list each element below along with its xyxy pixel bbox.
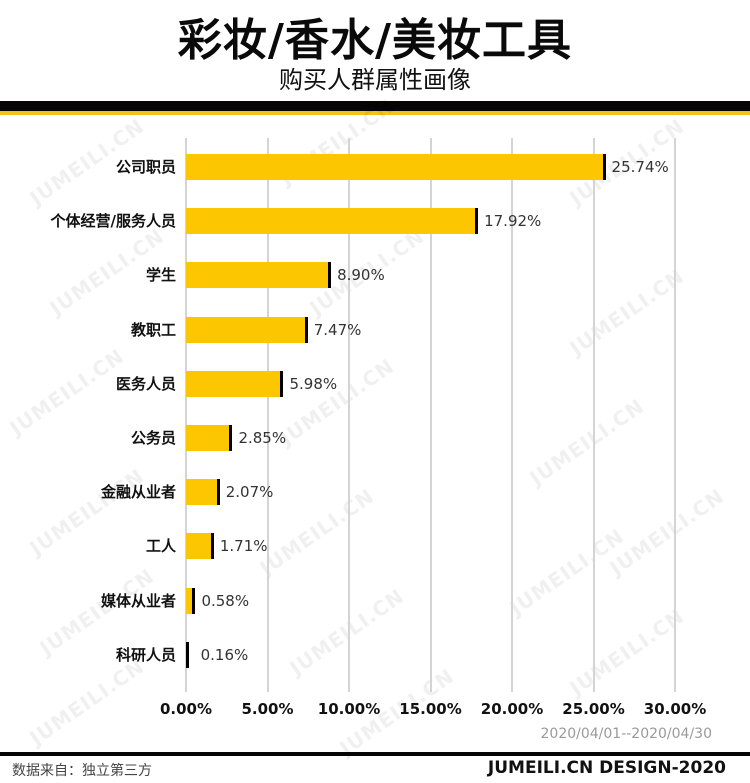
value-label: 17.92% xyxy=(484,212,542,231)
category-label: 学生 xyxy=(145,266,176,285)
bar-row: 媒体从业者 0.58% xyxy=(0,587,750,614)
bar xyxy=(186,425,233,451)
gridline xyxy=(266,138,269,692)
bar xyxy=(186,370,284,397)
value-label: 0.16% xyxy=(200,645,249,664)
value-label: 5.98% xyxy=(289,374,338,393)
category-label: 媒体从业者 xyxy=(100,591,176,610)
bar xyxy=(186,316,308,343)
header-divider-yellow xyxy=(0,111,750,115)
bar-row: 科研人员 0.16% xyxy=(0,641,750,668)
gridline xyxy=(511,138,513,692)
value-label: 8.90% xyxy=(337,266,385,285)
bar-row: 公务员 2.85% xyxy=(0,425,750,451)
value-label: 2.07% xyxy=(225,483,274,502)
value-label: 25.74% xyxy=(611,158,669,176)
x-tick-label: 30.00% xyxy=(643,700,707,718)
x-tick-label: 0.00% xyxy=(159,700,213,718)
bar xyxy=(186,641,189,668)
footer-divider xyxy=(0,752,750,756)
category-label: 公司职员 xyxy=(115,158,176,176)
value-label: 1.71% xyxy=(219,537,268,556)
x-tick-label: 20.00% xyxy=(480,700,544,718)
x-tick-label: 10.00% xyxy=(317,700,381,718)
x-tick-label: 5.00% xyxy=(241,700,294,718)
bar xyxy=(186,587,196,614)
gridline xyxy=(348,138,350,692)
bar xyxy=(186,154,606,180)
category-label: 科研人员 xyxy=(115,645,176,664)
bar-row: 金融从业者 2.07% xyxy=(0,479,750,506)
gridline xyxy=(674,138,676,692)
data-source: 数据来自：独立第三方 xyxy=(12,763,152,779)
bar-row: 学生 8.90% xyxy=(0,262,750,289)
bar-row: 教职工 7.47% xyxy=(0,316,750,343)
bar-row: 公司职员 25.74% xyxy=(0,154,750,180)
category-label: 金融从业者 xyxy=(100,483,176,502)
category-label: 个体经营/服务人员 xyxy=(50,212,176,231)
category-label: 医务人员 xyxy=(115,374,176,393)
date-range: 2020/04/01--2020/04/30 xyxy=(540,726,713,742)
bar xyxy=(186,533,214,560)
value-label: 2.85% xyxy=(238,429,287,447)
gridline xyxy=(185,138,187,692)
x-tick-label: 15.00% xyxy=(399,700,462,718)
x-tick-label: 25.00% xyxy=(562,700,625,718)
bar xyxy=(186,208,479,235)
value-label: 7.47% xyxy=(313,320,362,339)
brand-credit: JUMEILI.CN DESIGN-2020 xyxy=(487,758,726,778)
value-label: 0.58% xyxy=(201,591,250,610)
bar xyxy=(186,262,332,289)
category-label: 工人 xyxy=(145,537,176,556)
bar-row: 医务人员 5.98% xyxy=(0,370,750,397)
bar-row: 个体经营/服务人员 17.92% xyxy=(0,208,750,235)
chart-subtitle: 购买人群属性画像 xyxy=(279,66,471,94)
header-divider-black xyxy=(0,101,750,111)
chart-title: 彩妆/香水/美妆工具 xyxy=(177,15,573,66)
category-label: 公务员 xyxy=(130,429,176,447)
gridline xyxy=(592,138,595,692)
gridline xyxy=(429,138,432,692)
bar-row: 工人 1.71% xyxy=(0,533,750,560)
category-label: 教职工 xyxy=(130,320,176,339)
bar xyxy=(186,479,220,506)
